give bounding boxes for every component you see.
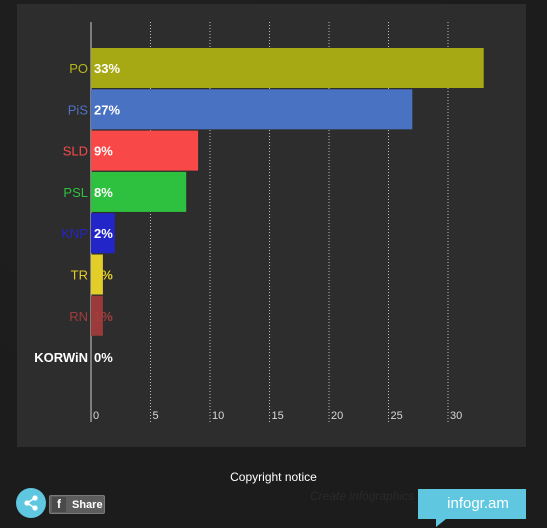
category-label: PiS xyxy=(68,102,89,117)
category-label: TR xyxy=(71,268,88,283)
facebook-share-button[interactable]: f Share xyxy=(49,495,105,514)
x-tick-label: 10 xyxy=(212,410,224,422)
copyright-notice[interactable]: Copyright notice xyxy=(230,470,317,484)
bar[interactable] xyxy=(91,48,484,88)
category-label: RN xyxy=(69,309,88,324)
bar[interactable] xyxy=(91,171,187,212)
create-infographics-link[interactable]: Create infographics xyxy=(310,489,415,503)
chart-panel: 0 5 10 15 20 25 30 PO 33% PiS 27% SLD 9% PSL 8% KNP 2% TR… xyxy=(17,4,526,447)
bar[interactable] xyxy=(91,130,199,171)
x-tick-label: 5 xyxy=(153,410,159,422)
share-label: Share xyxy=(72,498,103,511)
x-tick-label: 20 xyxy=(331,410,343,422)
share-icon xyxy=(24,495,38,511)
bar[interactable] xyxy=(91,213,115,254)
data-label: 9% xyxy=(94,144,113,159)
infogram-brand-text: infogr.am xyxy=(447,495,509,512)
category-label: PSL xyxy=(63,185,88,200)
data-label: 1% xyxy=(94,309,113,324)
x-tick-label: 30 xyxy=(450,410,462,422)
facebook-icon: f xyxy=(52,497,66,512)
category-label: KORWiN xyxy=(34,350,88,365)
bar-chart: 0 5 10 15 20 25 30 PO 33% PiS 27% SLD 9% PSL 8% KNP 2% TR… xyxy=(34,22,484,422)
data-label: 27% xyxy=(94,102,120,117)
data-label: 1% xyxy=(94,268,113,283)
x-tick-label: 25 xyxy=(391,410,403,422)
bar[interactable] xyxy=(91,89,413,130)
x-tick-label: 0 xyxy=(93,410,99,422)
category-label: PO xyxy=(69,61,88,76)
bar[interactable] xyxy=(91,254,103,295)
x-tick-label: 15 xyxy=(272,410,284,422)
category-label: KNP xyxy=(61,226,88,241)
share-button[interactable] xyxy=(16,488,46,518)
data-label: 2% xyxy=(94,226,113,241)
data-label: 33% xyxy=(94,61,120,76)
bar[interactable] xyxy=(91,295,103,336)
infogram-logo-button[interactable]: infogr.am xyxy=(418,487,528,527)
data-label: 0% xyxy=(94,350,113,365)
category-label: SLD xyxy=(63,144,88,159)
data-label: 8% xyxy=(94,185,113,200)
